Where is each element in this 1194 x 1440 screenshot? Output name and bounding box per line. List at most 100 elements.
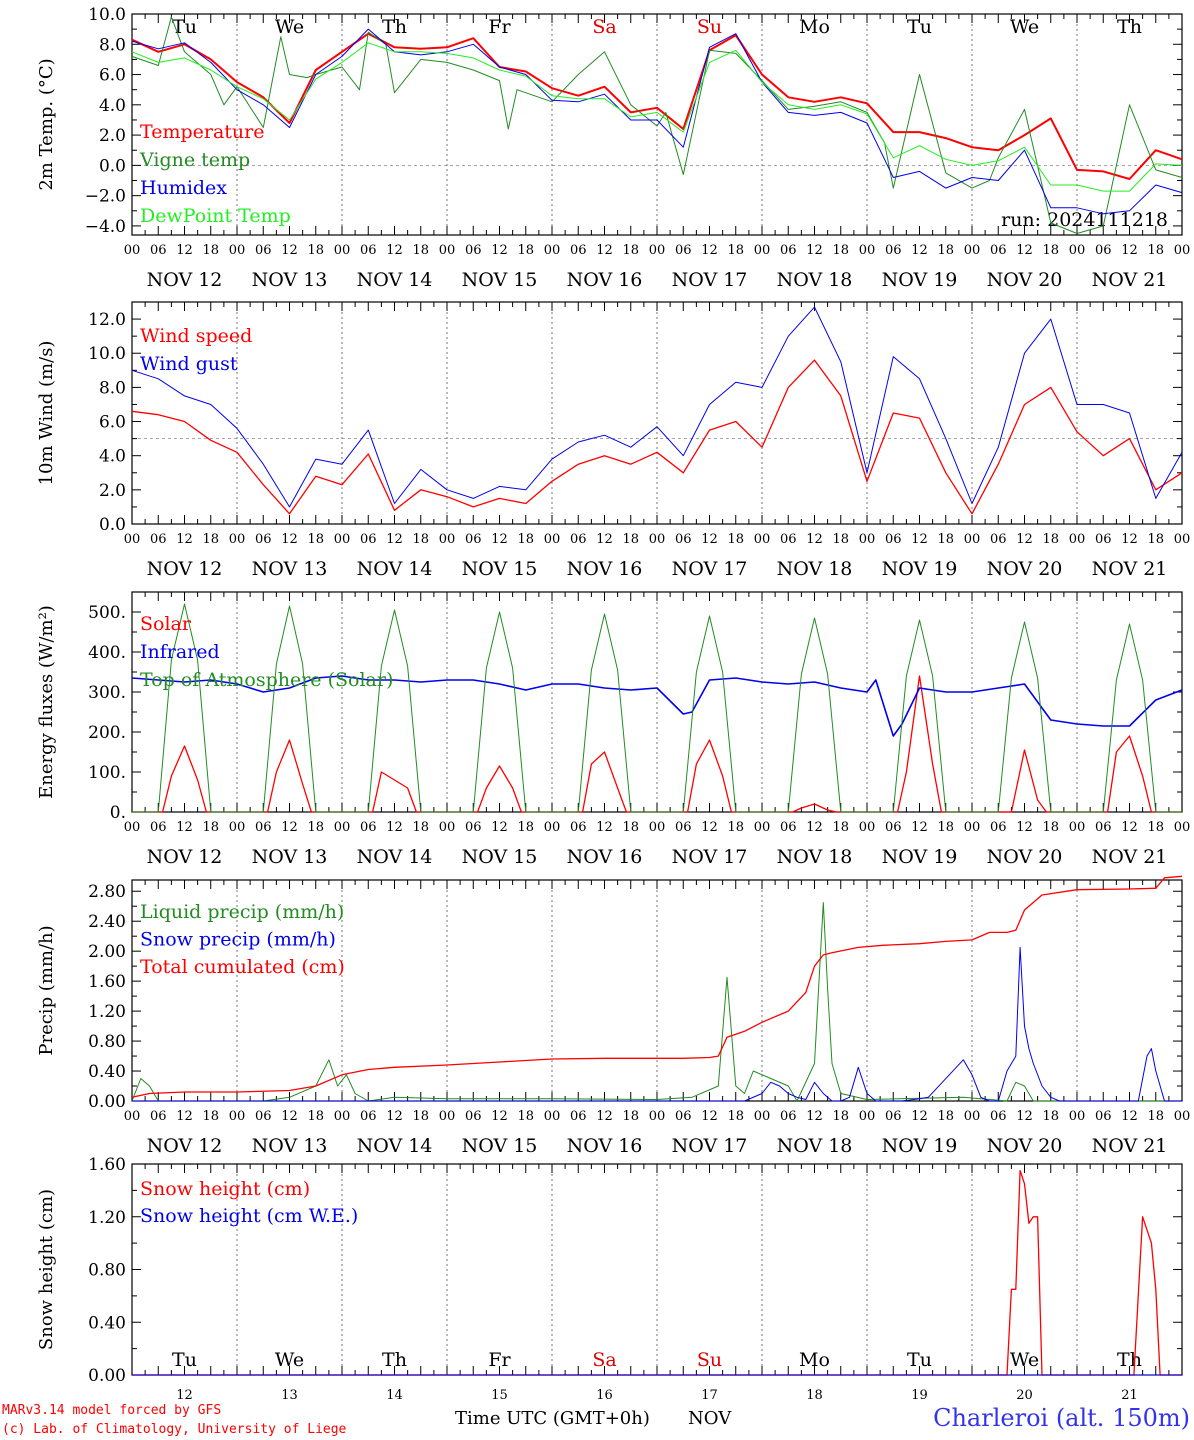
x-hour-label: 18	[517, 532, 534, 547]
series-line-1	[132, 1169, 1182, 1376]
x-axis-title: Time UTC (GMT+0h)	[455, 1408, 650, 1429]
x-hour-label: 12	[176, 820, 193, 835]
x-hour-label: 12	[911, 820, 928, 835]
x-day-label: NOV 20	[987, 269, 1063, 291]
x-hour-label: 18	[517, 1109, 534, 1124]
y-tick-label: 300.	[88, 683, 126, 703]
legend-entry: Total cumulated (cm)	[140, 956, 345, 978]
x-hour-label: 18	[1042, 820, 1059, 835]
x-hour-label: 06	[780, 243, 797, 258]
y-tick-label: 0.80	[88, 1261, 126, 1281]
x-day-label: NOV 19	[882, 846, 958, 868]
x-hour-label: 12	[806, 820, 823, 835]
y-tick-label: 4.0	[99, 96, 126, 116]
y-axis-label: Snow height (cm)	[36, 1189, 57, 1350]
y-tick-label: 10.0	[88, 5, 126, 25]
x-hour-label: 18	[517, 243, 534, 258]
panel-4: 0.00 0.40 0.80 1.20 1.60 2.00 2.40 2.80 Precip (…	[36, 875, 1191, 1157]
x-day-label: NOV 16	[567, 558, 643, 580]
weekday-label: Su	[697, 1349, 722, 1371]
legend-entry: Liquid precip (mm/h)	[140, 901, 344, 923]
x-day-label: NOV 21	[1092, 558, 1168, 580]
x-day-label: NOV 14	[357, 558, 433, 580]
x-hour-label: 06	[570, 1109, 587, 1124]
x-hour-label: 18	[202, 1109, 219, 1124]
x-hour-label: 06	[990, 1109, 1007, 1124]
weekday-label: Su	[697, 16, 722, 38]
x-hour-label: 00	[754, 243, 771, 258]
station-name: Charleroi (alt. 150m)	[933, 1404, 1190, 1432]
y-tick-label: 500.	[88, 603, 126, 623]
x-hour-label: 00	[1069, 1109, 1086, 1124]
x-day-label: NOV 17	[672, 558, 748, 580]
x-day-label: NOV 15	[462, 269, 538, 291]
x-hour-label: 12	[806, 532, 823, 547]
x-hour-label: 00	[439, 243, 456, 258]
x-hour-label: 06	[360, 1109, 377, 1124]
x-hour-label: 18	[832, 243, 849, 258]
series-line-3	[132, 603, 1182, 813]
weekday-label: Tu	[172, 1349, 197, 1371]
x-hour-label: 12	[596, 1109, 613, 1124]
x-day-label: NOV 19	[882, 1135, 958, 1157]
x-hour-label: 00	[334, 820, 351, 835]
x-day-number: 15	[491, 1388, 508, 1403]
x-day-number: 19	[911, 1388, 928, 1403]
x-day-label: NOV 17	[672, 269, 748, 291]
y-tick-label: 1.60	[88, 972, 126, 992]
x-hour-label: 00	[334, 243, 351, 258]
series-line-3	[131, 875, 1183, 1098]
x-hour-label: 06	[360, 820, 377, 835]
x-hour-label: 00	[229, 1109, 246, 1124]
x-day-label: NOV 17	[672, 1135, 748, 1157]
legend-entry: Solar	[140, 613, 192, 635]
x-hour-label: 06	[255, 820, 272, 835]
x-hour-label: 06	[465, 820, 482, 835]
weekday-label: Th	[1117, 1349, 1142, 1371]
y-tick-label: 2.0	[99, 126, 126, 146]
x-hour-label: 12	[1121, 243, 1138, 258]
x-hour-label: 18	[202, 820, 219, 835]
series-line-2	[131, 16, 1183, 234]
y-tick-label: 6.0	[99, 66, 126, 86]
x-hour-label: 00	[964, 1109, 981, 1124]
x-day-label: NOV 15	[462, 846, 538, 868]
weekday-label: We	[275, 16, 304, 38]
x-day-label: NOV 18	[777, 269, 853, 291]
x-hour-label: 12	[491, 532, 508, 547]
x-hour-label: 06	[885, 532, 902, 547]
x-hour-label: 00	[544, 532, 561, 547]
x-hour-label: 12	[386, 1109, 403, 1124]
y-tick-label: 0.40	[88, 1062, 126, 1082]
x-hour-label: 18	[1147, 820, 1164, 835]
x-day-label: NOV 14	[357, 846, 433, 868]
panel-2: 0.0 2.0 4.0 6.0 8.0 10.0 12.0 10m Wind (m/s) 00 0…	[36, 301, 1190, 580]
x-hour-label: 12	[1016, 243, 1033, 258]
y-tick-label: 2.0	[99, 481, 126, 501]
x-hour-label: 12	[1121, 532, 1138, 547]
x-hour-label: 00	[334, 532, 351, 547]
x-hour-label: 00	[124, 532, 141, 547]
x-hour-label: 18	[937, 1109, 954, 1124]
x-hour-label: 00	[754, 532, 771, 547]
x-hour-label: 12	[596, 243, 613, 258]
y-tick-label: 0.0	[99, 156, 126, 176]
x-hour-label: 18	[727, 820, 744, 835]
x-hour-label: 00	[1174, 1109, 1191, 1124]
x-hour-label: 12	[806, 243, 823, 258]
x-day-number: 12	[176, 1388, 193, 1403]
y-tick-label: 200.	[88, 723, 126, 743]
x-hour-label: 06	[360, 243, 377, 258]
x-hour-label: 12	[491, 1109, 508, 1124]
x-hour-label: 12	[491, 243, 508, 258]
y-tick-label: 6.0	[99, 413, 126, 433]
x-day-number: 16	[596, 1388, 613, 1403]
x-hour-label: 00	[754, 820, 771, 835]
x-hour-label: 00	[229, 820, 246, 835]
x-hour-label: 18	[622, 243, 639, 258]
x-day-label: NOV 15	[462, 1135, 538, 1157]
x-hour-label: 18	[1042, 532, 1059, 547]
x-day-number: 21	[1121, 1388, 1138, 1403]
x-hour-label: 00	[1174, 820, 1191, 835]
y-tick-label: 2.80	[88, 882, 126, 902]
